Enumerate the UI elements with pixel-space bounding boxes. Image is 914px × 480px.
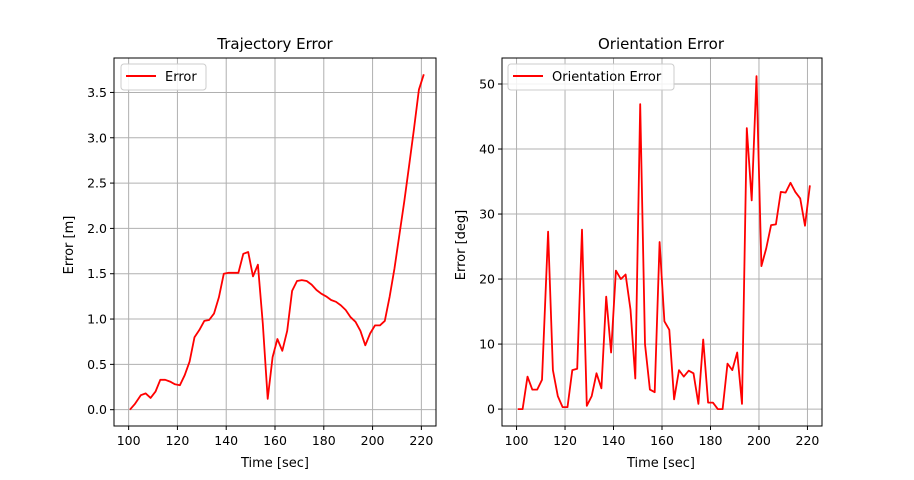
trajectory-error-chart: Trajectory Error 100 120 140 160 180 200 220 0… — [62, 35, 437, 471]
chart-title: Orientation Error — [598, 35, 725, 53]
y-tick-label: 3.5 — [87, 85, 107, 100]
x-tick-label: 220 — [796, 433, 820, 448]
legend-entry-orientation-error: Orientation Error — [552, 70, 662, 85]
series-line — [517, 75, 811, 411]
series — [517, 75, 811, 411]
grid — [502, 58, 822, 426]
legend-box — [507, 63, 675, 91]
x-tick-label: 220 — [409, 433, 433, 448]
x-axis-label: Time [sec] — [240, 456, 309, 471]
y-tick-labels: 0 10 20 30 40 50 — [479, 77, 502, 417]
legend-box — [120, 63, 207, 91]
y-tick-label: 2.5 — [87, 176, 107, 191]
grid — [114, 58, 436, 426]
x-tick-label: 140 — [602, 433, 626, 448]
y-tick-label: 30 — [479, 207, 495, 222]
y-tick-labels: 0.0 0.5 1.0 1.5 2.0 2.5 3.0 3.5 — [87, 85, 114, 417]
x-tick-label: 160 — [650, 433, 674, 448]
y-axis-label: Error [deg] — [454, 210, 469, 280]
x-tick-label: 200 — [361, 433, 385, 448]
x-tick-label: 120 — [553, 433, 577, 448]
x-tick-label: 100 — [505, 433, 529, 448]
x-tick-labels: 100 120 140 160 180 200 220 — [505, 426, 820, 448]
y-tick-label: 1.0 — [87, 312, 107, 327]
orientation-error-chart: Orientation Error 100 120 140 160 180 200 220 … — [454, 35, 823, 471]
legend-entry-error: Error — [165, 70, 197, 85]
y-tick-label: 3.0 — [87, 130, 107, 145]
x-tick-label: 160 — [263, 433, 287, 448]
chart-title: Trajectory Error — [216, 35, 333, 53]
x-axis-label: Time [sec] — [626, 456, 695, 471]
x-tick-label: 120 — [165, 433, 189, 448]
x-tick-label: 200 — [747, 433, 771, 448]
y-tick-label: 0.0 — [87, 402, 107, 417]
y-tick-label: 0.5 — [87, 357, 107, 372]
legend: Error — [120, 63, 207, 91]
series-line — [129, 74, 425, 411]
x-tick-labels: 100 120 140 160 180 200 220 — [117, 426, 433, 448]
y-tick-label: 40 — [479, 142, 495, 157]
y-tick-label: 20 — [479, 272, 495, 287]
x-tick-label: 180 — [699, 433, 723, 448]
x-tick-label: 140 — [214, 433, 238, 448]
y-tick-label: 10 — [479, 337, 495, 352]
legend: Orientation Error — [507, 63, 675, 91]
y-tick-label: 1.5 — [87, 266, 107, 281]
series — [129, 74, 425, 411]
x-tick-label: 180 — [312, 433, 336, 448]
y-tick-label: 0 — [487, 402, 495, 417]
y-axis-label: Error [m] — [62, 216, 77, 275]
x-tick-label: 100 — [117, 433, 141, 448]
y-tick-label: 2.0 — [87, 221, 107, 236]
y-tick-label: 50 — [479, 77, 495, 92]
